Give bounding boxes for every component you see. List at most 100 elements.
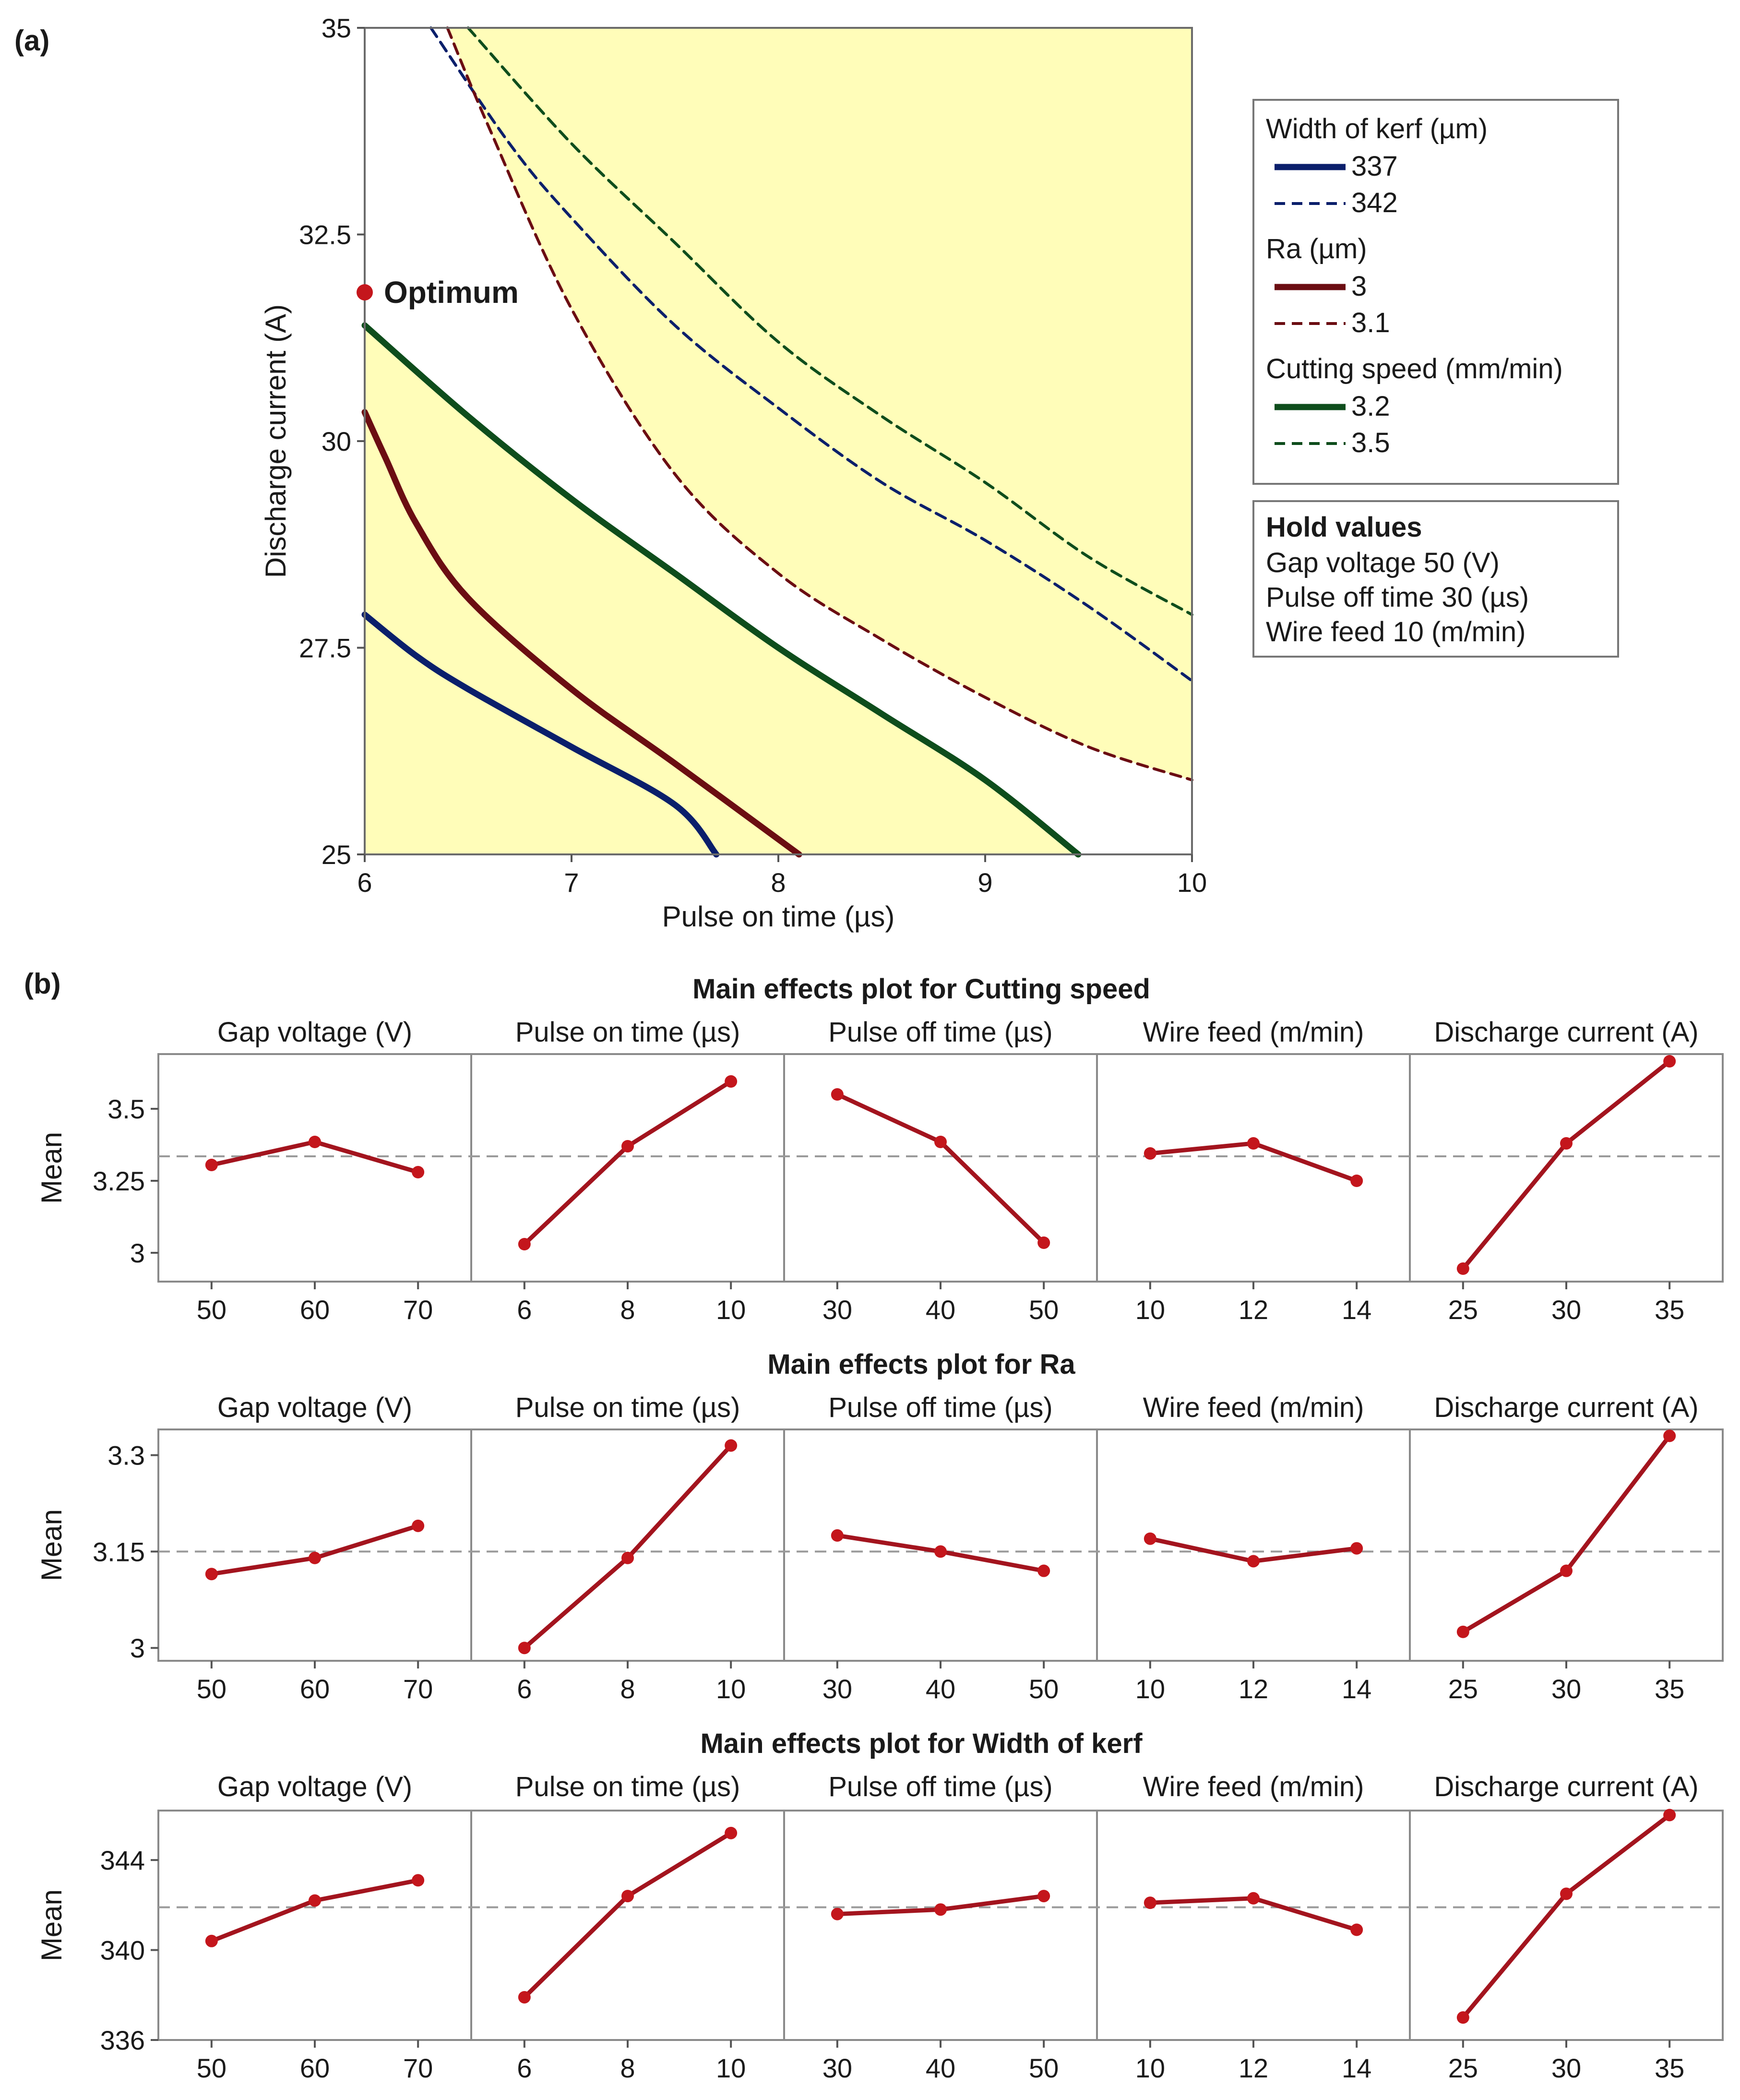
x-tick-label: 10: [1135, 2053, 1165, 2083]
y-tick-label: 344: [100, 1845, 145, 1875]
facet-title: Pulse on time (µs): [515, 1771, 740, 1802]
x-tick-label: 10: [1135, 1295, 1165, 1325]
facet-title: Gap voltage (V): [217, 1771, 412, 1802]
x-tick-label: 14: [1342, 2053, 1371, 2083]
x-tick-label: 50: [197, 1674, 226, 1704]
effect-point: [309, 1894, 321, 1907]
contour-plot: 6 7 8 9 10 25 27.5 30 32.5 35 Pulse on time (µs) Di…: [260, 13, 1207, 933]
facet-title: Discharge current (A): [1434, 1771, 1698, 1802]
x-tick-label: 60: [300, 1674, 330, 1704]
legend-entry-label: 3: [1351, 271, 1367, 302]
y-tick-label: 3.25: [93, 1166, 145, 1196]
legend-group-title: Width of kerf (µm): [1266, 113, 1488, 144]
effect-point: [1247, 1892, 1260, 1905]
x-tick-label: 8: [620, 2053, 635, 2083]
effects-frame: [157, 1053, 1724, 1283]
hold-value-line: Pulse off time 30 (µs): [1266, 582, 1529, 613]
effect-point: [1663, 1809, 1676, 1822]
x-tick-label: 10: [716, 2053, 746, 2083]
main-effects-ra: Main effects plot for Ra 3 3.15 3.3 Mean Gap …: [36, 1349, 1724, 1704]
x-tick-label: 60: [300, 1295, 330, 1325]
x-tick-label: 50: [1029, 2053, 1059, 2083]
x-tick-label: 40: [926, 1674, 955, 1704]
effect-point: [1037, 1564, 1050, 1577]
facet-title: Discharge current (A): [1434, 1392, 1698, 1423]
effect-point: [831, 1529, 844, 1542]
x-tick-label: 30: [822, 1674, 852, 1704]
effect-point: [1247, 1555, 1260, 1568]
legend-group-title: Cutting speed (mm/min): [1266, 353, 1563, 384]
effect-point: [725, 1075, 738, 1088]
effects-frame: [157, 1810, 1724, 2041]
x-tick-label: 70: [403, 1674, 433, 1704]
facet-title: Pulse on time (µs): [515, 1017, 740, 1048]
effect-point: [1560, 1887, 1573, 1900]
effect-point: [518, 1991, 531, 2004]
effect-point: [518, 1238, 531, 1250]
legend-entry-label: 342: [1351, 187, 1398, 218]
effect-point: [621, 1890, 634, 1903]
x-tick-label: 6: [517, 1295, 532, 1325]
x-tick-label: 25: [1448, 1295, 1478, 1325]
y-tick-label: 3: [130, 1238, 145, 1268]
y-axis-label: Mean: [36, 1509, 68, 1581]
effects-title: Main effects plot for Ra: [767, 1349, 1075, 1380]
y-tick-label: 336: [100, 2025, 145, 2055]
x-tick-label: 50: [197, 1295, 226, 1325]
effects-title: Main effects plot for Cutting speed: [692, 973, 1150, 1005]
effects-frame: [157, 1428, 1724, 1662]
effect-point: [412, 1519, 425, 1532]
x-tick-label: 9: [977, 867, 992, 898]
effect-point: [1456, 1262, 1469, 1275]
x-tick-label: 30: [1551, 1674, 1581, 1704]
x-tick-label: 30: [822, 1295, 852, 1325]
x-tick-label: 12: [1239, 1295, 1268, 1325]
effect-point: [518, 1642, 531, 1655]
effect-point: [934, 1136, 947, 1148]
effect-point: [205, 1159, 218, 1171]
hold-value-line: Gap voltage 50 (V): [1266, 547, 1500, 578]
effect-point: [1144, 1532, 1156, 1545]
effect-point: [1560, 1137, 1573, 1150]
facet-title: Gap voltage (V): [217, 1392, 412, 1423]
effects-title: Main effects plot for Width of kerf: [700, 1728, 1143, 1759]
hold-values-title: Hold values: [1266, 512, 1422, 543]
effect-point: [1560, 1564, 1573, 1577]
x-tick-label: 50: [197, 2053, 226, 2083]
x-tick-label: 35: [1655, 1295, 1684, 1325]
facet-title: Wire feed (m/min): [1143, 1392, 1364, 1423]
effect-point: [621, 1551, 634, 1564]
effect-point: [1037, 1890, 1050, 1903]
effect-point: [1456, 1625, 1469, 1638]
effect-point: [1663, 1055, 1676, 1068]
contour-line-3: [361, 409, 802, 858]
x-tick-label: 12: [1239, 2053, 1268, 2083]
y-tick-label: 32.5: [299, 220, 351, 250]
x-tick-label: 10: [716, 1295, 746, 1325]
x-tick-label: 10: [1135, 1674, 1165, 1704]
legend-entry-label: 337: [1351, 151, 1398, 182]
legend-entry-label: 3.5: [1351, 427, 1390, 458]
x-tick-label: 40: [926, 2053, 955, 2083]
contour-line-342: [429, 26, 1193, 683]
effect-point: [1663, 1429, 1676, 1442]
legend-entry-label: 3.2: [1351, 391, 1390, 422]
contour-line-337: [361, 612, 720, 858]
optimum-label: Optimum: [384, 275, 519, 310]
contour-line-3-1: [446, 26, 1193, 781]
y-tick-label: 3.15: [93, 1536, 145, 1567]
hold-values-box: Hold values Gap voltage 50 (V) Pulse off t…: [1252, 500, 1619, 658]
x-tick-label: 50: [1029, 1674, 1059, 1704]
effect-point: [205, 1934, 218, 1947]
x-tick-label: 14: [1342, 1295, 1371, 1325]
effect-point: [205, 1568, 218, 1581]
x-tick-label: 10: [1177, 867, 1207, 898]
contour-legend: Width of kerf (µm) 337 342 Ra (µm) 3 3.1 Cutti…: [1252, 99, 1619, 485]
effect-point: [309, 1136, 321, 1148]
x-tick-label: 30: [1551, 2053, 1581, 2083]
hold-values-frame: [1252, 500, 1619, 658]
x-tick-label: 70: [403, 2053, 433, 2083]
effect-point: [1144, 1147, 1156, 1160]
x-tick-label: 12: [1239, 1674, 1268, 1704]
